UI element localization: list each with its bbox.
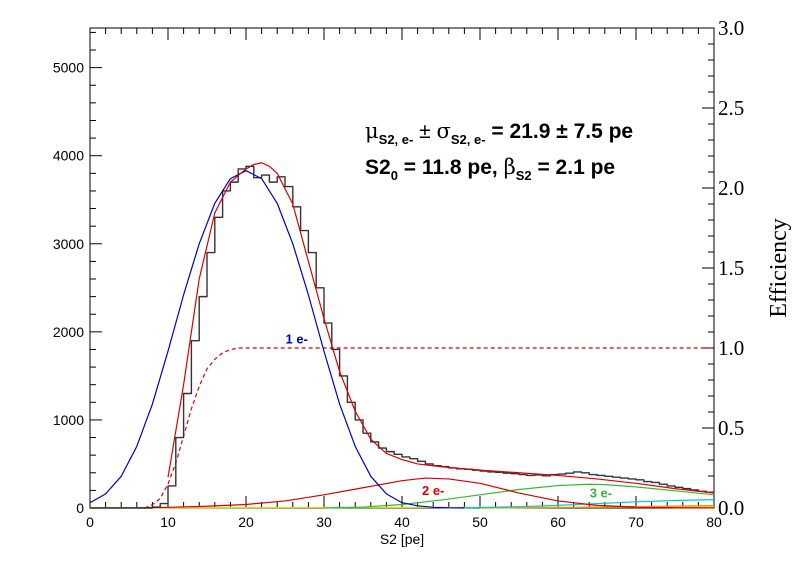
y-left-tick-label: 4000	[53, 148, 84, 164]
x-tick-label: 40	[394, 514, 410, 530]
annotation-sigma-sub: S2, e-	[451, 132, 486, 147]
annotation-line-1: μS2, e- ± σS2, e- = 21.9 ± 7.5 pe	[365, 119, 633, 147]
x-tick-label: 20	[238, 514, 254, 530]
annotation-line-2: S20 = 11.8 pe, βS2 = 2.1 pe	[365, 155, 615, 183]
series-five-electron	[479, 504, 715, 509]
annotation-beta: β	[504, 155, 516, 179]
x-tick-label: 50	[472, 514, 488, 530]
x-tick-label: 30	[316, 514, 332, 530]
series-label: 1 e-	[285, 331, 307, 346]
annotation-sigma: σ	[437, 119, 451, 143]
annotation-mu: μ	[365, 119, 379, 143]
y-right-tick-label: 1.0	[718, 336, 744, 360]
series-efficiency	[144, 347, 714, 509]
series-two-electron	[89, 477, 715, 509]
series-label: 2 e-	[422, 483, 444, 498]
x-tick-label: 0	[86, 514, 94, 530]
y-left-tick-label: 0	[76, 500, 84, 516]
annotation-s2-sub: 0	[391, 168, 398, 183]
series-four-electron	[440, 499, 715, 509]
annotation-mu-sub: S2, e-	[379, 132, 414, 147]
y-left-tick-label: 5000	[53, 60, 84, 76]
x-axis-label: S2 [pe]	[380, 531, 424, 547]
y-right-tick-label: 3.0	[718, 16, 744, 40]
series-three-electron	[323, 483, 715, 509]
y-right-tick-label: 1.5	[718, 256, 744, 280]
series-total-fit	[167, 162, 715, 494]
annotation-value-3: = 2.1 pe	[532, 156, 615, 179]
series-label: 3 e-	[590, 485, 612, 500]
annotation-beta-sub: S2	[516, 168, 532, 183]
series-labels: 1 e- 2 e- 3 e-	[285, 331, 612, 500]
series-data-histogram	[90, 165, 714, 509]
x-tick-label: 10	[160, 514, 176, 530]
y-right-tick-label: 0.0	[718, 496, 744, 520]
tick-labels: 0 10 20 30 40 50 60 70 80 0 1000 2000 3000 4000 5000 0.…	[53, 16, 744, 530]
x-tick-label: 60	[550, 514, 566, 530]
annotation-value-2: = 11.8 pe,	[398, 156, 504, 179]
x-tick-label: 80	[706, 514, 722, 530]
series-one-electron	[89, 170, 465, 509]
y-left-tick-label: 3000	[53, 236, 84, 252]
annotation-value-1: = 21.9 ± 7.5 pe	[486, 120, 634, 143]
series-layer	[89, 162, 715, 509]
x-tick-label: 70	[628, 514, 644, 530]
y-right-tick-label: 0.5	[718, 416, 744, 440]
y-right-tick-label: 2.0	[718, 176, 744, 200]
annotation-s2: S2	[365, 156, 391, 179]
annotation-pm: ±	[413, 120, 436, 143]
right-axis-label: Efficiency	[766, 218, 792, 318]
y-right-tick-label: 2.5	[718, 96, 744, 120]
y-left-tick-label: 1000	[53, 412, 84, 428]
y-left-tick-label: 2000	[53, 324, 84, 340]
